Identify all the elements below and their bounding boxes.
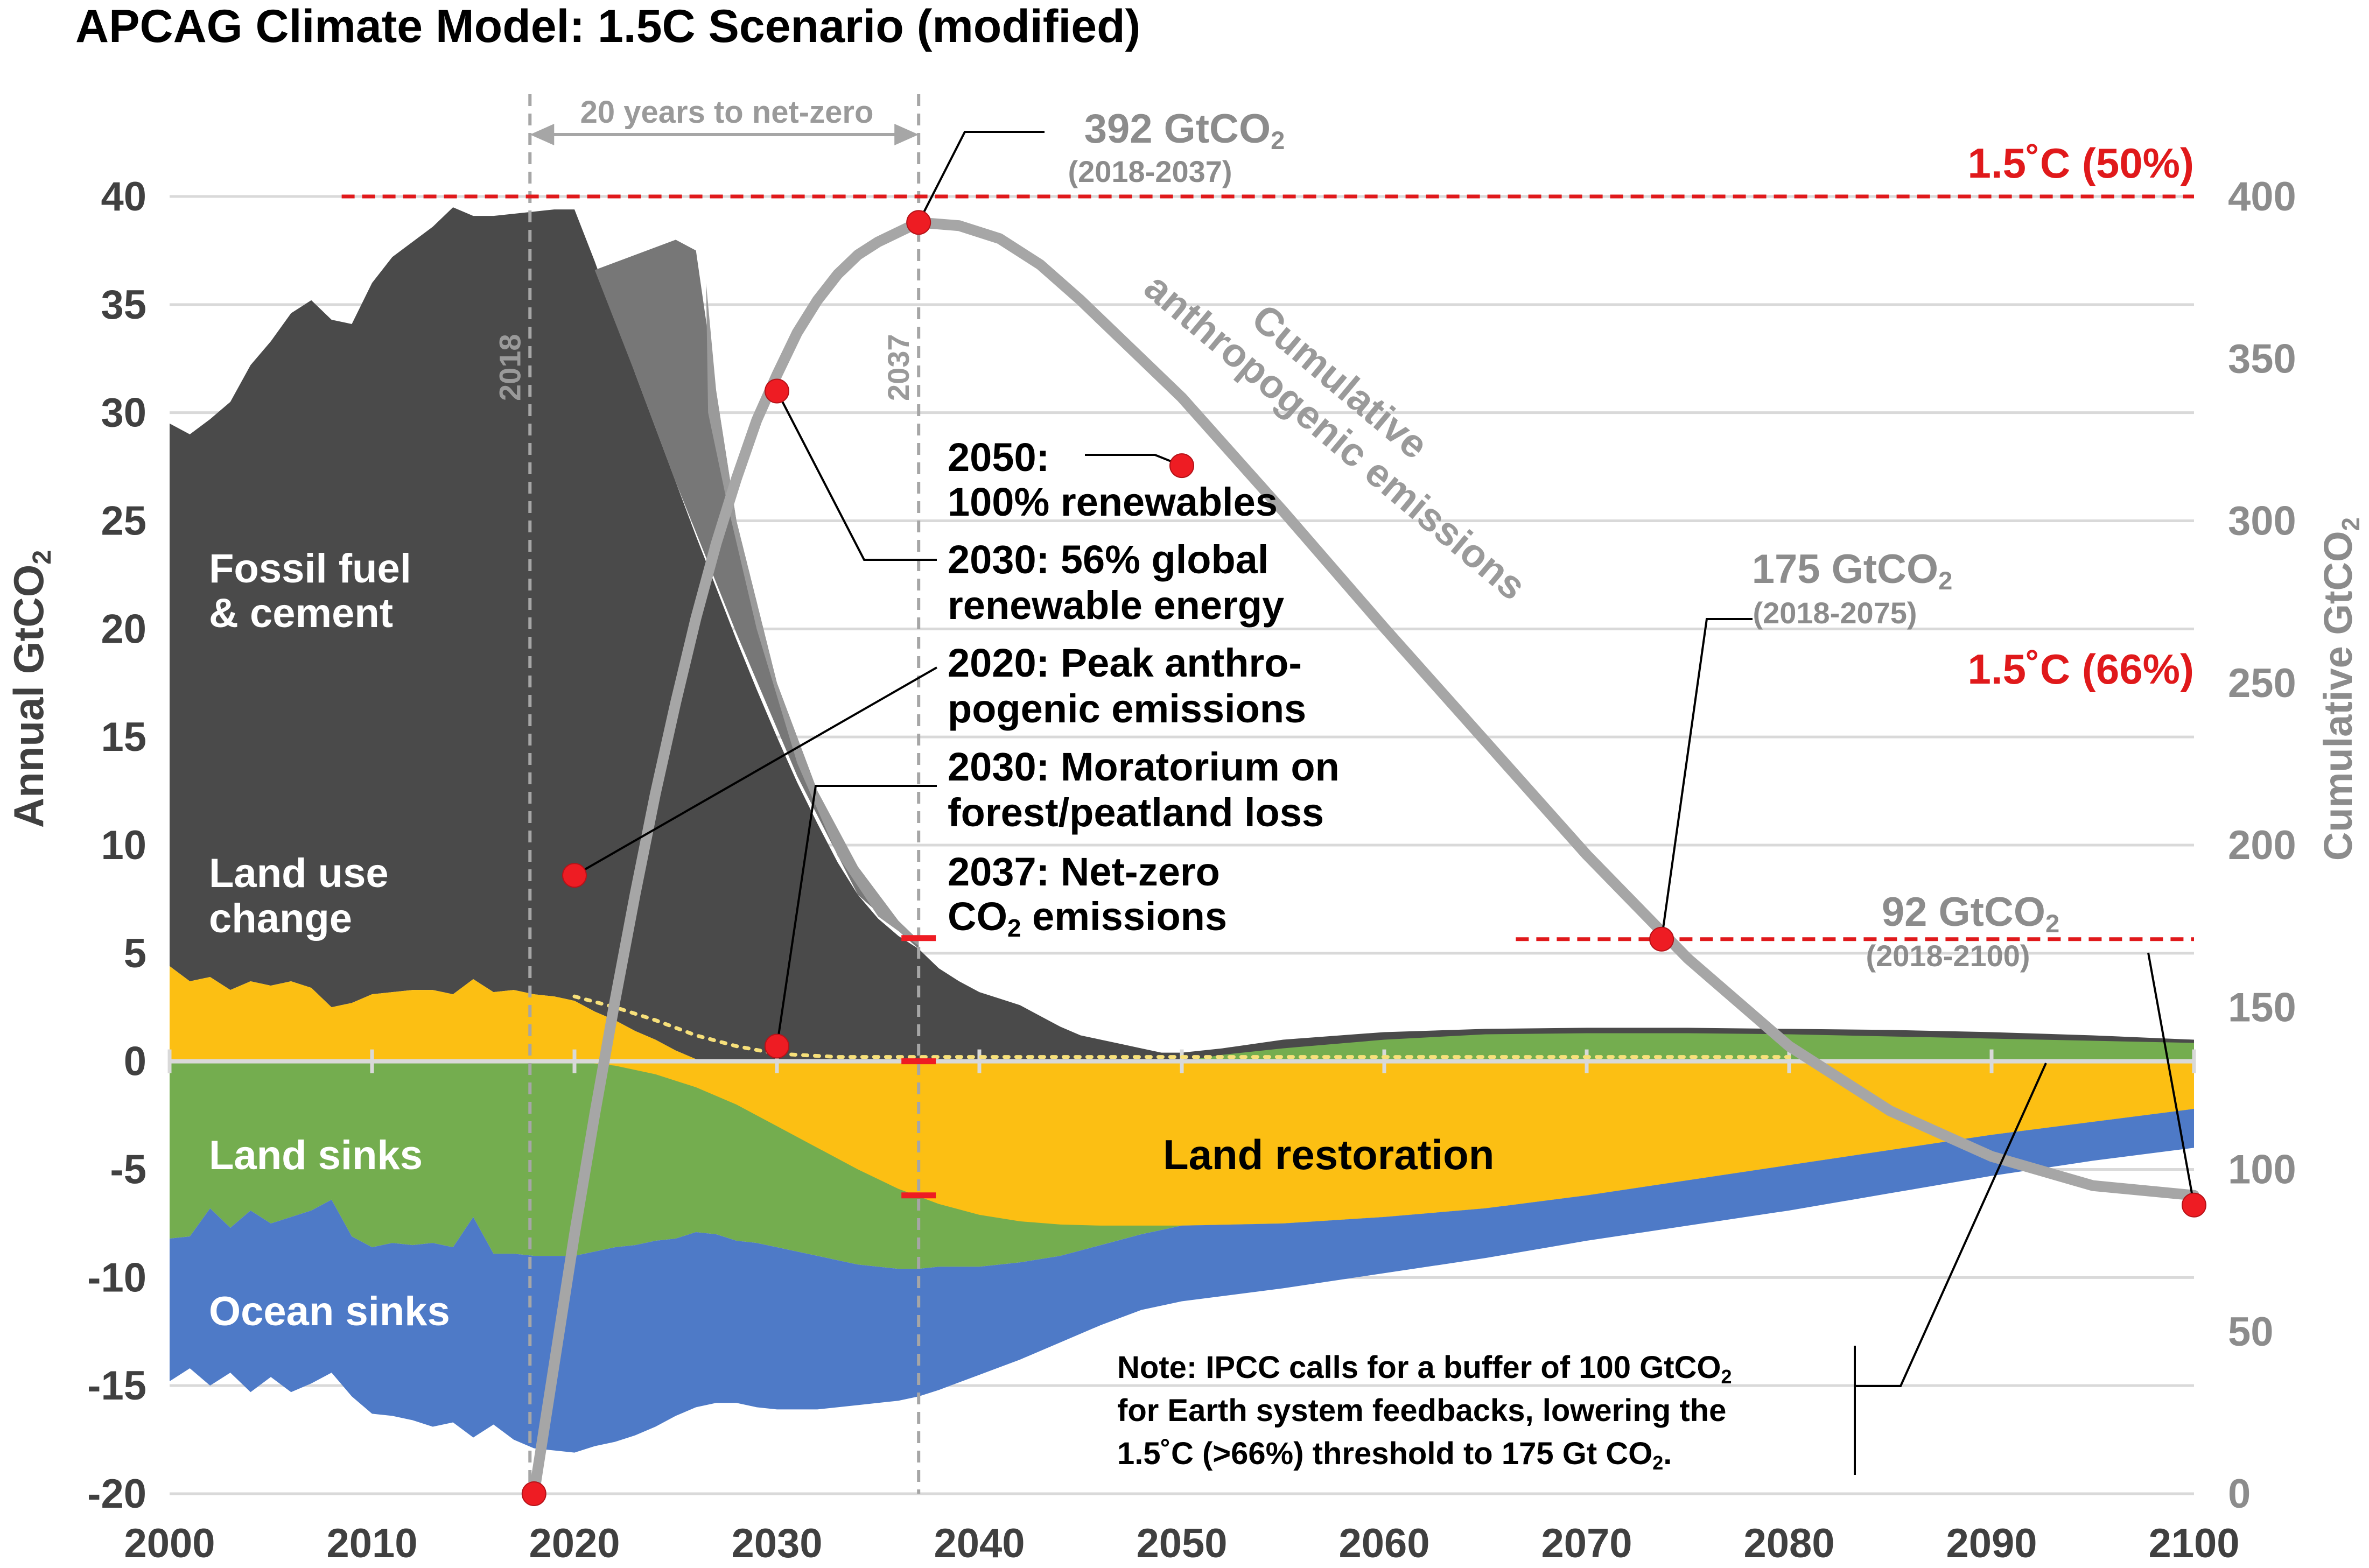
x-tick-label: 2100 [2148,1521,2239,1566]
x-tick-label: 2050 [1136,1521,1227,1566]
fossil-area-label: Fossil fuel & cement [209,546,411,636]
y-left-tick-label: 5 [124,931,146,976]
cumulative-line [528,217,2199,1499]
bracket-arrow-right [894,124,919,145]
milestone-2050-renewables: 2050: 100% renewables [948,435,1278,524]
threshold-50-label: 1.5˚C (50%) [1968,139,2194,187]
y-left-tick-label: -10 [87,1255,146,1300]
mid-value-label: 175 GtCO2 [1752,546,1953,595]
y-right-tick-label: 50 [2228,1309,2274,1355]
thresholds [341,194,2194,941]
y-right-tick-label: 400 [2228,174,2296,220]
leader-2030-renewables [776,390,937,561]
marker-2030 [765,378,789,404]
x-tick-label: 2060 [1338,1521,1429,1566]
marker-2100 [2182,1192,2206,1218]
y-left-tick-label: -20 [87,1471,146,1517]
zero-axis [167,1049,2196,1073]
y-right-tick-label: 350 [2228,336,2296,382]
y-left-tick-label: 30 [101,390,146,436]
milestone-2020-peak: 2020: Peak anthro-pogenic emissions [948,641,1306,731]
y-right-tick-label: 300 [2228,498,2296,544]
land-use-area [170,966,717,1061]
x-tick-label: 2070 [1541,1521,1632,1566]
chart-title: APCAG Climate Model: 1.5C Scenario (modi… [75,1,1140,52]
note-line-3: 1.5˚C (>66%) threshold to 175 Gt CO2. [1117,1436,1672,1474]
leader-92 [2147,952,2195,1206]
x-tick-label: 2090 [1946,1521,2037,1566]
leader-175 [1660,618,1753,940]
annotation-leaders [574,131,2195,1387]
x-tick-label: 2040 [934,1521,1025,1566]
marker-2073.7 [1649,926,1674,952]
year-line-label-2018: 2018 [493,334,527,401]
y-left-tick-label: 0 [124,1039,146,1085]
y-right-tick-label: 0 [2228,1471,2251,1517]
y-right-axis-label: Cumulative GtCO2 [2316,517,2365,861]
ocean-sinks-area [170,1109,2194,1453]
y-left-tick-label: -5 [110,1147,146,1193]
x-tick-label: 2020 [529,1521,620,1566]
markers [521,210,2206,1506]
leader-note [1855,1063,2047,1387]
marker-2037 [906,210,931,235]
y-right-tick-label: 250 [2228,660,2296,706]
y-left-axis-label: Annual GtCO2 [5,550,57,828]
end-value-label: 92 GtCO2 [1882,889,2059,938]
y-left-tick-label: -15 [87,1363,146,1409]
year-line-label-2037: 2037 [881,334,915,401]
y-left-tick-label: 10 [101,822,146,868]
peak-value-label: 392 GtCO2 [1084,106,1285,154]
marker-2018 [521,1481,546,1506]
leader-peak [917,131,1045,223]
mid-range-label: (2018-2075) [1753,596,1917,630]
milestone-2037-netzero: 2037: Net-zero [948,849,1220,894]
land-use-projection-line [572,994,1791,1059]
late-land-sink-area [1182,1033,2194,1061]
y-right-tick-label: 100 [2228,1147,2296,1193]
marker-2030 [765,1033,789,1059]
x-tick-label: 2000 [124,1521,215,1566]
x-tick-label: 2010 [326,1521,417,1566]
note-line-2: for Earth system feedbacks, lowering the [1117,1393,1726,1428]
y-right-tick-label: 200 [2228,822,2296,868]
ocean-sinks-area-label: Ocean sinks [209,1289,450,1334]
note: Note: IPCC calls for a buffer of 100 GtC… [1117,1346,1856,1475]
leader-2020-peak [574,666,937,876]
x-tick-label: 2030 [731,1521,822,1566]
land-restoration-area-label: Land restoration [1163,1131,1494,1178]
fossil-area [170,207,2194,1061]
stacked-areas [170,207,2194,1453]
cumulative-curve [528,217,2199,1499]
projection-lines [572,994,1791,1059]
x-tick-label: 2080 [1743,1521,1834,1566]
milestone-2030-renewables: 2030: 56% global renewable energy [948,537,1284,628]
threshold-66-label: 1.5˚C (66%) [1968,645,2194,693]
year-markers: 2018 2037 [493,94,921,1494]
marker-2020 [562,863,587,888]
y-right-tick-label: 150 [2228,985,2296,1030]
fossil-projection-area [594,240,919,949]
marker-2050 [1169,453,1194,479]
axis-ticks: 4035302520151050-5-10-15-204003503002502… [87,174,2296,1566]
land-restoration-area [534,1061,2194,1226]
leader-2050 [1085,454,1182,467]
milestone-2037-netzero-co2: CO2 emissions [948,894,1227,942]
y-left-tick-label: 35 [101,282,146,328]
bracket-label: 20 years to net-zero [580,95,874,130]
land-sinks-area-label: Land sinks [209,1133,423,1178]
y-left-tick-label: 20 [101,606,146,652]
bracket-arrow-left [530,124,555,145]
land-use-area-label: Land use change [209,850,389,941]
leader-2030-moratorium [776,785,937,1046]
peak-range-label: (2018-2037) [1068,154,1232,188]
y-left-tick-label: 15 [101,714,146,760]
note-line-1: Note: IPCC calls for a buffer of 100 GtC… [1117,1350,1732,1388]
y-left-tick-label: 40 [101,174,146,220]
milestone-2030-moratorium: 2030: Moratorium on forest/peatland loss [948,744,1340,835]
y-left-tick-label: 25 [101,498,146,544]
end-range-label: (2018-2100) [1866,939,2030,973]
